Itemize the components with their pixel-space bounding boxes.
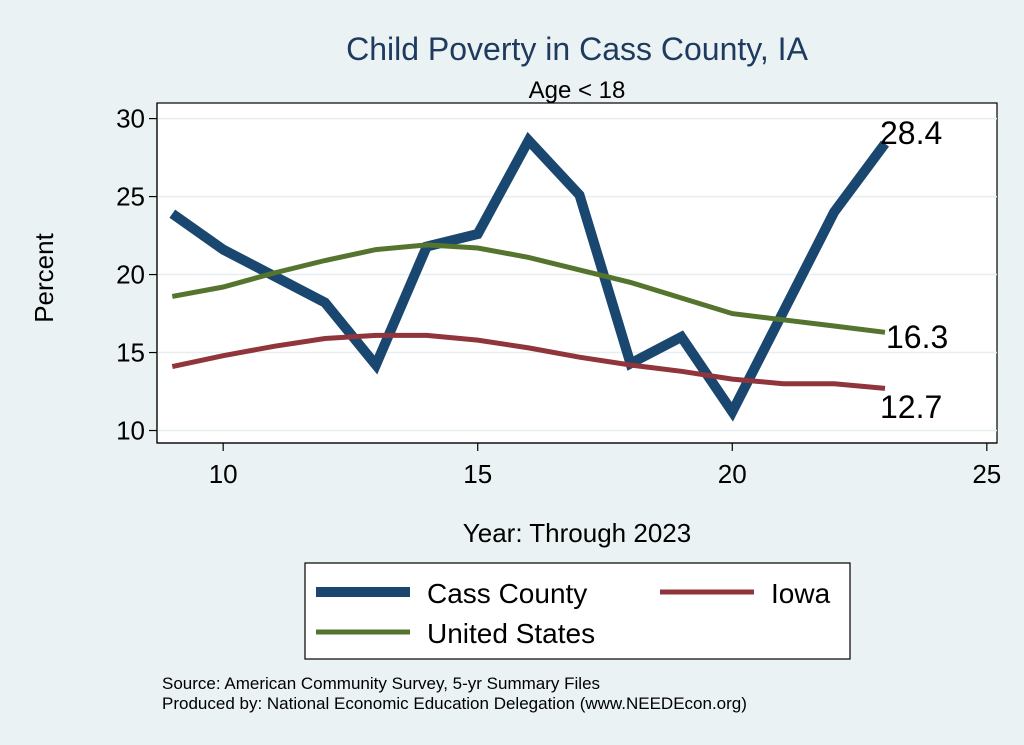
end-label-cass-county: 28.4 [880, 115, 942, 151]
y-tick-label-15: 15 [116, 338, 145, 368]
y-tick-label-10: 10 [116, 416, 145, 446]
x-axis-label: Year: Through 2023 [463, 518, 691, 548]
legend-label-united-states: United States [427, 618, 595, 649]
legend-label-cass-county: Cass County [427, 578, 587, 609]
y-tick-label-30: 30 [116, 104, 145, 134]
end-label-iowa: 12.7 [880, 389, 942, 425]
produced-by-note: Produced by: National Economic Education… [162, 694, 747, 713]
end-label-united-states: 16.3 [886, 319, 948, 355]
chart-subtitle: Age < 18 [529, 77, 626, 104]
legend: Cass County Iowa United States [304, 562, 851, 660]
x-tick-label-15: 15 [463, 459, 492, 489]
x-tick-label-25: 25 [972, 459, 1001, 489]
x-tick-label-10: 10 [209, 459, 238, 489]
y-tick-label-25: 25 [116, 182, 145, 212]
legend-label-iowa: Iowa [771, 578, 831, 609]
series-layer [169, 131, 890, 422]
axis-ticks: 10 15 20 25 30 10 15 20 25 [116, 104, 1001, 489]
y-tick-label-20: 20 [116, 260, 145, 290]
source-note: Source: American Community Survey, 5-yr … [162, 674, 600, 693]
legend-box [304, 562, 851, 660]
gridlines [157, 117, 997, 432]
y-axis-label: Percent [29, 232, 59, 322]
chart-title: Child Poverty in Cass County, IA [346, 31, 808, 67]
x-tick-label-20: 20 [718, 459, 747, 489]
